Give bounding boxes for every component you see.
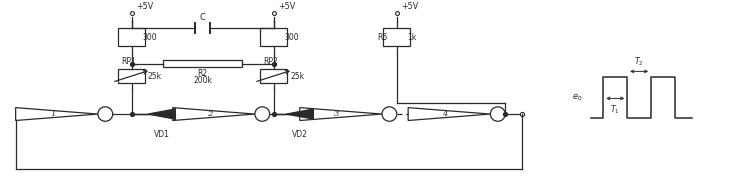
Text: VD1: VD1 <box>154 130 169 139</box>
Text: 200k: 200k <box>193 76 212 85</box>
Text: VD2: VD2 <box>292 130 308 139</box>
Text: $T_2$: $T_2$ <box>634 56 644 68</box>
Text: 300: 300 <box>142 33 157 42</box>
Text: R2: R2 <box>198 69 207 78</box>
Text: 1k: 1k <box>407 33 416 42</box>
Text: 3: 3 <box>334 110 339 118</box>
Text: RP1: RP1 <box>121 57 136 66</box>
Text: +5V: +5V <box>401 2 419 11</box>
Polygon shape <box>148 109 175 119</box>
Text: 25k: 25k <box>148 72 162 81</box>
Text: +5V: +5V <box>278 2 295 11</box>
Text: RP2: RP2 <box>263 57 278 66</box>
Text: $\mathit{e}_0$: $\mathit{e}_0$ <box>572 92 582 103</box>
Polygon shape <box>286 109 313 119</box>
Text: 1: 1 <box>50 110 55 118</box>
Text: +5V: +5V <box>136 2 154 11</box>
Text: C: C <box>200 13 205 22</box>
Text: 25k: 25k <box>290 72 304 81</box>
Text: $T_1$: $T_1$ <box>610 104 620 116</box>
Text: 2: 2 <box>207 110 212 118</box>
Text: R6: R6 <box>377 33 388 42</box>
Text: 4: 4 <box>443 110 448 118</box>
Text: 300: 300 <box>284 33 299 42</box>
